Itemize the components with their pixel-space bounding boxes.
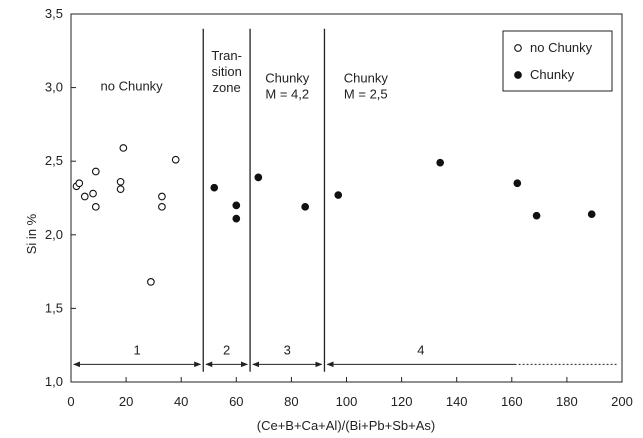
- zone-range-number: 2: [223, 342, 230, 357]
- no-chunky-point: [147, 278, 155, 286]
- chunky-point: [532, 211, 541, 220]
- zone-label-line: Chunky: [344, 71, 389, 86]
- no-chunky-point: [91, 202, 100, 211]
- chunky-point: [210, 183, 219, 192]
- no-chunky-point: [75, 179, 84, 188]
- y-tick-label: 3,0: [45, 80, 63, 95]
- zone-dividers: [202, 28, 326, 372]
- data-points: [72, 144, 596, 286]
- no-chunky-point: [80, 192, 89, 201]
- zone-label-line: M = 2,5: [344, 87, 388, 102]
- legend-marker-chunky: [514, 71, 522, 79]
- y-tick-label: 2,0: [45, 227, 63, 242]
- no-chunky-point: [91, 167, 100, 176]
- zone-range-number: 3: [284, 342, 291, 357]
- zone-label-line: sition: [211, 64, 241, 79]
- x-tick-label: 180: [556, 394, 578, 409]
- legend: no Chunky Chunky: [502, 30, 613, 92]
- no-chunky-point: [119, 144, 128, 152]
- zone-label-line: M = 4,2: [265, 87, 309, 102]
- y-axis-title: Si in %: [24, 213, 39, 254]
- x-tick-label: 100: [336, 394, 358, 409]
- chunky-point: [254, 173, 263, 182]
- y-tick-label: 3,5: [45, 6, 63, 21]
- chunky-point: [232, 214, 241, 223]
- no-chunky-point: [116, 177, 125, 186]
- y-tick-label: 1,0: [45, 374, 63, 389]
- x-tick-label: 200: [611, 394, 633, 409]
- no-chunky-point: [158, 202, 166, 211]
- zone-range-number: 1: [134, 342, 141, 357]
- zone-label-line: zone: [213, 80, 241, 95]
- x-axis-title: (Ce+B+Ca+Al)/(Bi+Pb+Sb+As): [257, 418, 435, 433]
- zone-range-number: 4: [417, 342, 424, 357]
- x-tick-label: 20: [119, 394, 133, 409]
- chunky-point: [301, 202, 310, 211]
- y-tick-label: 1,5: [45, 300, 63, 315]
- zone-label-line: Tran-: [211, 48, 242, 63]
- no-chunky-point: [89, 189, 97, 198]
- x-axis: 0 20 40 60 80 100 120 140 160 180 200: [67, 377, 633, 409]
- zone-label-line: no Chunky: [101, 79, 164, 94]
- y-tick-label: 2,5: [45, 153, 63, 168]
- legend-marker-no-chunky: [514, 44, 522, 52]
- x-tick-label: 80: [284, 394, 298, 409]
- chunky-point: [232, 201, 241, 210]
- x-tick-label: 0: [67, 394, 74, 409]
- chunky-point: [587, 210, 596, 219]
- x-tick-label: 40: [174, 394, 188, 409]
- y-axis: 1,0 1,5 2,0 2,5 3,0 3,5: [45, 6, 76, 389]
- no-chunky-point: [171, 155, 180, 164]
- chunky-point: [436, 158, 445, 167]
- chunky-point: [513, 179, 522, 188]
- legend-entry-label: Chunky: [530, 67, 575, 82]
- legend-entry-label: no Chunky: [530, 40, 593, 55]
- zone-label-line: Chunky: [265, 71, 310, 86]
- x-tick-label: 60: [229, 394, 243, 409]
- legend-box: [502, 30, 613, 92]
- x-tick-label: 160: [501, 394, 523, 409]
- chunky-point: [334, 191, 343, 199]
- no-chunky-point: [158, 192, 166, 201]
- zone-range-arrows: 1 2 3 4: [73, 342, 617, 368]
- x-tick-label: 120: [391, 394, 413, 409]
- no-chunky-point: [116, 185, 125, 194]
- x-tick-label: 140: [446, 394, 468, 409]
